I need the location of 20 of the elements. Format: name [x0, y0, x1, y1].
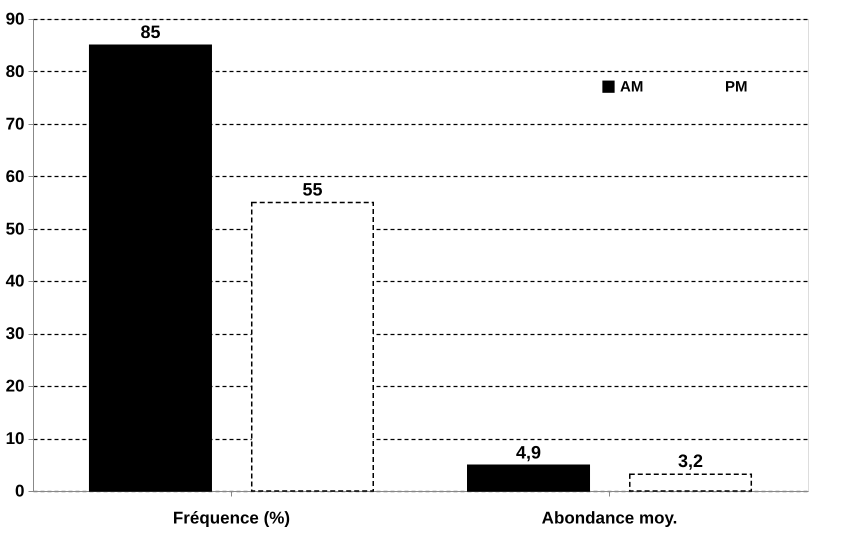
bar: [467, 464, 590, 492]
data-label: 3,2: [678, 451, 704, 472]
y-tick-label: 60: [6, 166, 24, 186]
y-tick-label: 20: [6, 376, 24, 396]
x-tick-label: Abondance moy.: [542, 508, 678, 528]
y-tick-label: 70: [6, 114, 24, 134]
y-tick-label: 30: [6, 324, 24, 344]
x-tick-label: Fréquence (%): [172, 508, 290, 528]
y-tick-label: 80: [6, 62, 24, 81]
bar: [629, 473, 752, 492]
y-tick-label: 50: [6, 219, 24, 238]
data-label: 85: [140, 22, 160, 42]
data-label: 55: [302, 180, 322, 200]
y-tick-label: 40: [6, 272, 24, 291]
data-label: 4,9: [516, 442, 542, 462]
y-tick-label: 90: [6, 10, 24, 28]
legend-label: AM: [620, 78, 644, 96]
y-tick-label: 10: [6, 429, 24, 448]
text: PM: [725, 78, 748, 96]
y-tick-label: 0: [15, 482, 24, 500]
